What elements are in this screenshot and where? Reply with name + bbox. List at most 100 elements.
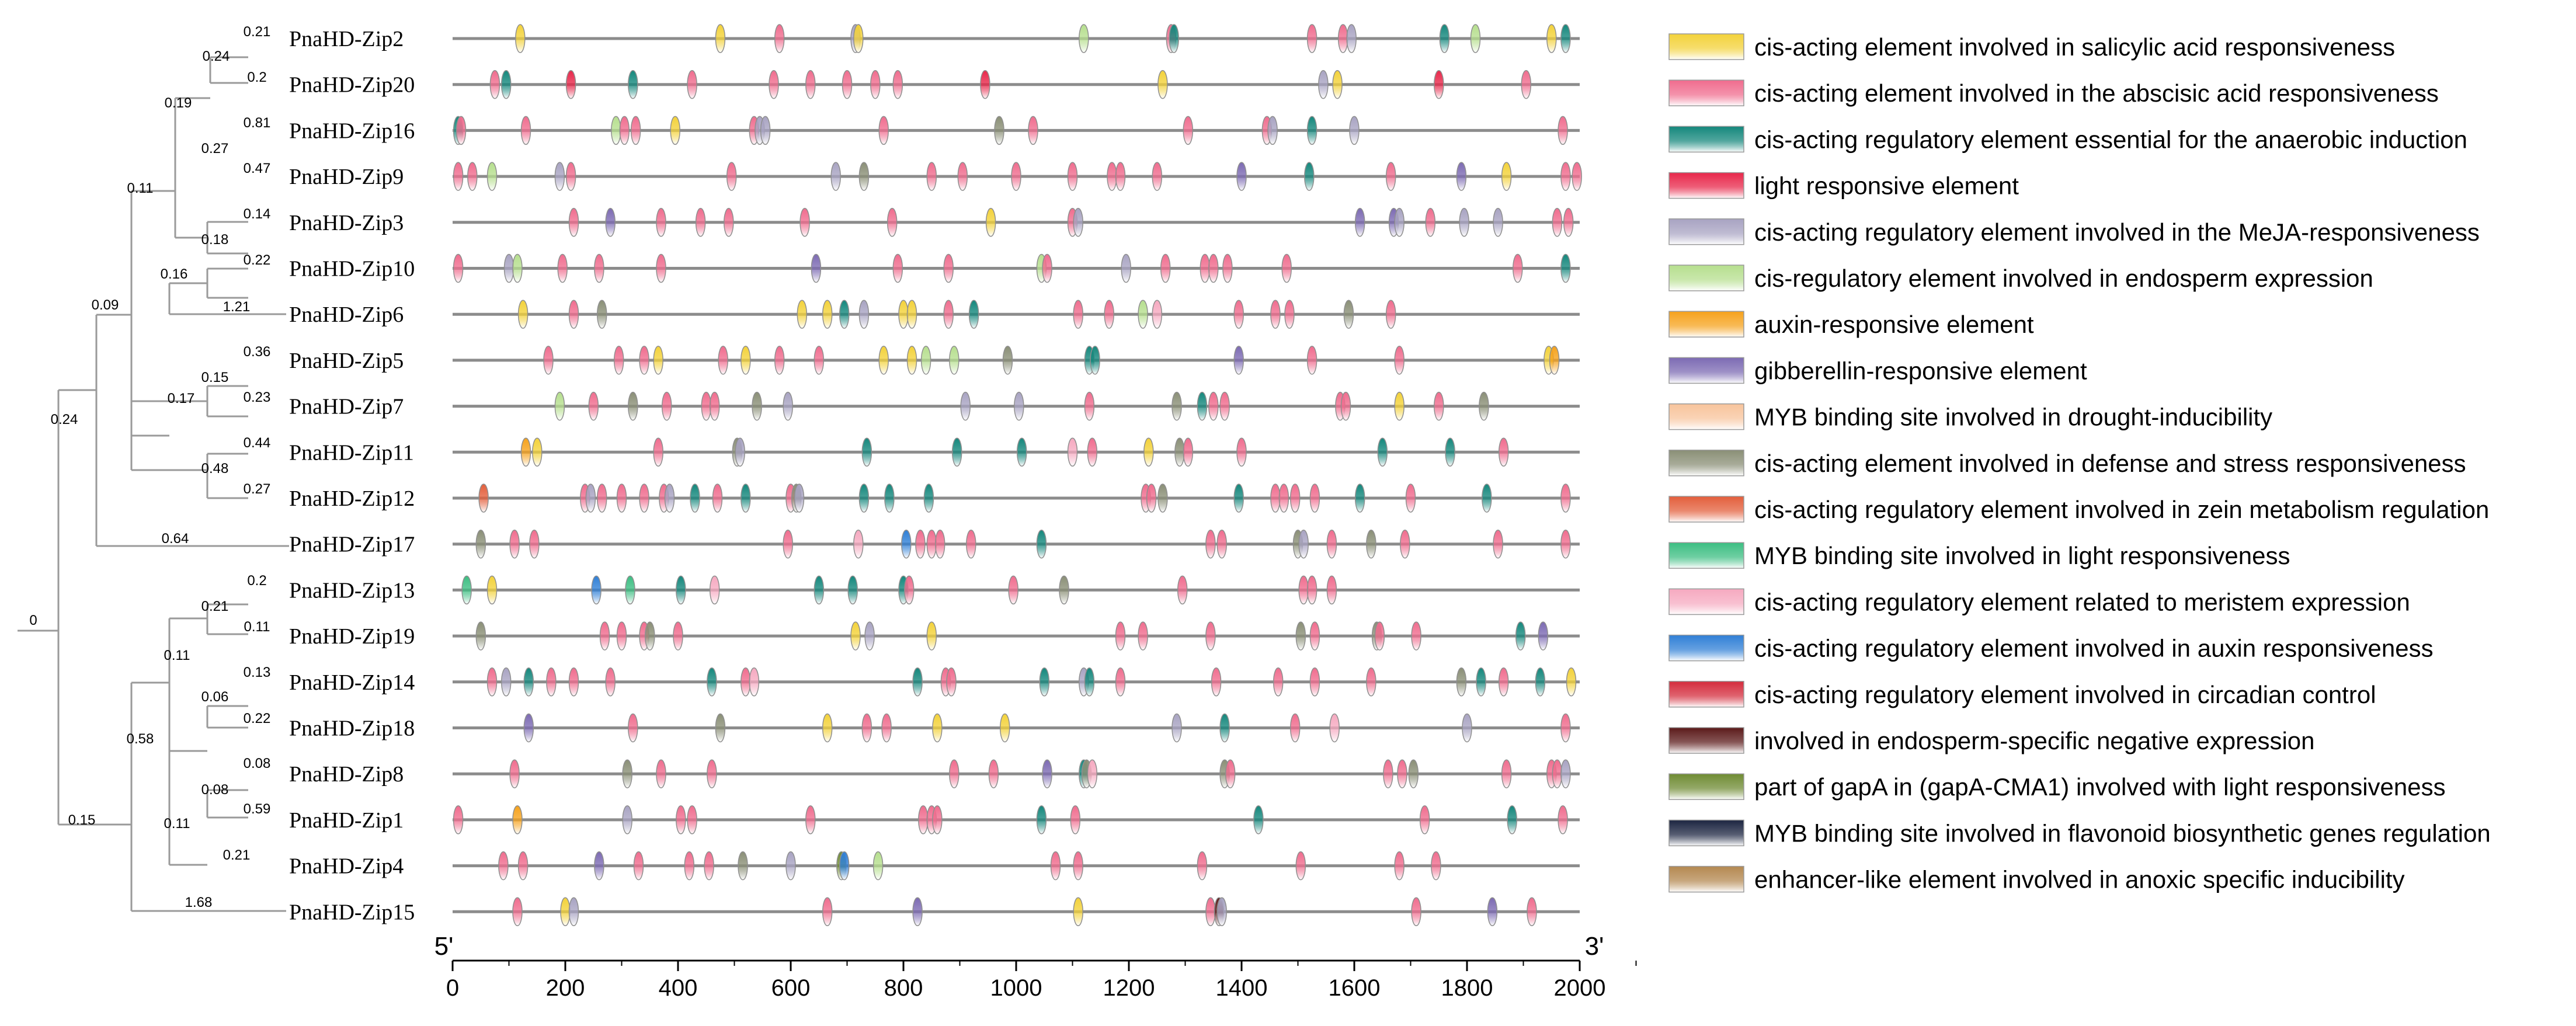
gene-label: PnaHD-Zip3: [289, 211, 404, 235]
axis-tick-label: 0: [446, 975, 459, 1001]
legend-entry: MYB binding site involved in light respo…: [1668, 542, 2290, 569]
cis-element-marker: [605, 208, 616, 237]
cis-element-marker: [684, 851, 695, 881]
cis-element-marker: [653, 437, 663, 467]
branch-length-label: 0.24: [203, 48, 230, 64]
cis-element-marker: [690, 484, 700, 513]
cis-element-marker: [1205, 529, 1216, 559]
cis-element-marker: [858, 162, 870, 191]
cis-element-marker: [968, 300, 979, 329]
cis-element-marker: [1216, 897, 1227, 927]
cis-element-marker: [1160, 253, 1171, 283]
legend-entry: MYB binding site involved in flavonoid b…: [1668, 819, 2491, 847]
cis-element-marker: [1394, 851, 1405, 881]
gene-row: PnaHD-Zip7: [289, 391, 1580, 421]
cis-element-marker: [1538, 621, 1549, 651]
cis-element-marker: [864, 621, 875, 651]
cis-element-marker: [724, 208, 734, 237]
cis-element-marker: [1493, 208, 1503, 237]
legend-swatch: [1668, 403, 1744, 430]
cis-element-marker: [1087, 437, 1098, 467]
cis-element-marker: [932, 713, 943, 743]
cis-element-marker: [453, 805, 464, 834]
legend-swatch: [1668, 727, 1744, 754]
cis-element-marker: [670, 116, 680, 145]
cis-element-marker: [1002, 346, 1013, 375]
cis-element-marker: [1527, 897, 1537, 927]
cis-element-marker: [1374, 621, 1385, 651]
cis-element-marker: [704, 851, 714, 881]
phylogenetic-tree: [18, 56, 289, 912]
cis-element-marker: [1289, 484, 1301, 513]
cis-element-marker: [1546, 24, 1557, 53]
cis-element-marker: [543, 346, 554, 375]
cis-element-marker: [980, 69, 990, 99]
cis-element-marker: [616, 621, 627, 651]
legend-label: gibberellin-responsive element: [1754, 357, 2087, 384]
cis-element-marker: [1208, 391, 1219, 421]
cis-element-marker: [1115, 667, 1126, 697]
cis-element-marker: [565, 162, 576, 191]
branch-length-label: 0.27: [244, 481, 271, 497]
legend-swatch: [1668, 172, 1744, 199]
tree-node-g: [130, 400, 207, 471]
cis-element-marker: [926, 162, 937, 191]
cis-element-marker: [1306, 116, 1317, 145]
cis-element-marker: [1397, 759, 1407, 788]
cis-element-marker: [656, 253, 666, 283]
gene-row: PnaHD-Zip15: [289, 897, 1580, 927]
cis-element-marker: [498, 851, 509, 881]
cis-element-marker: [853, 24, 864, 53]
legend-entry: part of gapA in (gapA-CMA1) involved wit…: [1668, 773, 2446, 801]
cis-element-marker: [1011, 162, 1021, 191]
cis-element-marker: [1298, 529, 1309, 559]
cis-element-marker: [915, 529, 926, 559]
legend-entry: MYB binding site involved in drought-ind…: [1668, 403, 2272, 431]
cis-element-marker: [500, 69, 512, 99]
axis-tick-label: 1000: [990, 975, 1042, 1001]
cis-element-marker: [805, 805, 816, 834]
cis-element-marker: [509, 529, 520, 559]
cis-element-marker: [1560, 484, 1571, 513]
cis-element-marker: [616, 484, 627, 513]
cis-element-marker: [1434, 69, 1444, 99]
branch-length-label: 0.11: [244, 619, 270, 635]
gene-row: PnaHD-Zip4: [289, 851, 1580, 881]
legend-label: enhancer-like element involved in anoxic…: [1754, 866, 2405, 893]
cis-element-marker: [1419, 805, 1430, 834]
cis-element-marker: [715, 24, 726, 53]
legend-swatch: [1668, 218, 1744, 245]
gene-row: PnaHD-Zip2: [289, 24, 1580, 53]
legend-entry: auxin-responsive element: [1668, 311, 2034, 338]
cis-element-marker: [920, 346, 931, 375]
legend-swatch: [1668, 634, 1744, 662]
gene-label: PnaHD-Zip1: [289, 808, 404, 833]
axis-tick-label: 1400: [1216, 975, 1268, 1001]
cis-element-marker: [1087, 759, 1098, 788]
cis-element-marker: [1366, 667, 1376, 697]
cis-element-marker: [872, 851, 884, 881]
legend-label: cis-acting regulatory element involved i…: [1754, 496, 2489, 523]
cis-element-marker: [1501, 759, 1512, 788]
branch-length-label: 0.09: [92, 297, 119, 313]
cis-element-marker: [687, 69, 697, 99]
cis-element-marker: [1552, 208, 1563, 237]
legend-swatch: [1668, 681, 1744, 708]
gene-label: PnaHD-Zip17: [289, 533, 415, 557]
branch-length-label: 0.36: [244, 344, 271, 360]
cis-element-marker: [1036, 805, 1047, 834]
cis-element-marker: [1016, 437, 1027, 467]
cis-element-marker: [1042, 253, 1052, 283]
cis-element-marker: [1340, 391, 1351, 421]
cis-element-marker: [783, 529, 793, 559]
cis-element-marker: [1394, 346, 1405, 375]
branch-length-label: 0.81: [244, 115, 271, 131]
cis-element-marker: [999, 713, 1010, 743]
cis-element-marker: [1197, 391, 1208, 421]
cis-element-marker: [822, 300, 833, 329]
cis-element-marker: [943, 253, 954, 283]
cis-element-marker: [500, 667, 512, 697]
gene-row: PnaHD-Zip13: [289, 575, 1580, 605]
branch-length-label: 0.11: [164, 648, 190, 663]
cis-element-marker: [625, 575, 635, 605]
